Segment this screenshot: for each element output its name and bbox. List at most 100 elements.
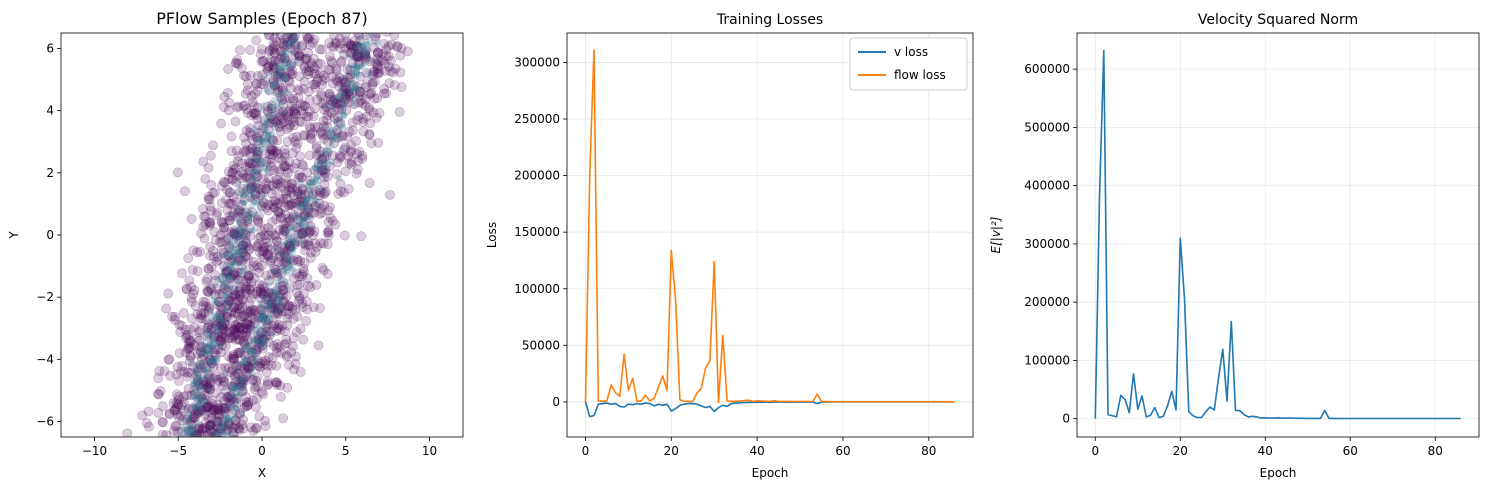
scatter-point-dense	[232, 405, 240, 412]
scatter-point	[219, 91, 230, 102]
scatter-point	[252, 372, 263, 382]
loss-xtick-label: 0	[582, 444, 590, 458]
scatter-point-dense	[197, 385, 205, 392]
scatter-point	[200, 297, 211, 308]
scatter-point-dense	[282, 74, 289, 82]
scatter-point-dense	[277, 295, 285, 302]
scatter-point	[203, 328, 214, 338]
scatter-point	[352, 43, 363, 54]
scatter-point	[279, 248, 290, 258]
scatter-point-dense	[207, 342, 214, 349]
velocity-frame	[1076, 32, 1480, 438]
scatter-point	[229, 329, 240, 340]
scatter-point-dense	[200, 368, 208, 375]
scatter-point-dense	[271, 90, 278, 97]
scatter-point	[282, 124, 293, 134]
scatter-point	[271, 235, 282, 246]
scatter-point	[305, 40, 316, 50]
scatter-point-dense	[274, 292, 281, 299]
scatter-point	[372, 47, 383, 58]
scatter-point	[202, 402, 213, 413]
scatter-point-dense	[259, 141, 266, 148]
scatter-point	[263, 222, 273, 233]
scatter-point	[261, 270, 272, 281]
scatter-point	[340, 81, 351, 92]
scatter-point	[223, 105, 234, 116]
scatter-point	[211, 210, 222, 220]
scatter-point	[183, 253, 194, 264]
scatter-point	[383, 51, 394, 62]
scatter-point	[347, 43, 358, 54]
scatter-point	[222, 424, 233, 435]
scatter-point	[269, 47, 280, 58]
scatter-point-dense	[265, 111, 272, 118]
scatter-point-dense	[190, 431, 197, 437]
scatter-point	[261, 132, 271, 143]
scatter-plot-area	[61, 33, 463, 437]
scatter-point-dense	[255, 168, 263, 175]
scatter-point	[194, 424, 204, 435]
scatter-point-dense	[332, 133, 340, 140]
scatter-point	[276, 177, 287, 188]
scatter-point	[239, 331, 250, 342]
scatter-point	[304, 240, 314, 251]
scatter-point	[251, 78, 262, 89]
scatter-point	[235, 315, 246, 326]
scatter-point	[279, 117, 289, 128]
scatter-point	[275, 111, 286, 122]
scatter-point	[261, 294, 272, 305]
scatter-point	[234, 186, 245, 197]
scatter-point	[385, 66, 396, 77]
scatter-point	[253, 335, 264, 346]
scatter-point	[317, 154, 328, 165]
scatter-point	[244, 127, 255, 138]
scatter-point	[344, 86, 354, 97]
scatter-point	[177, 268, 187, 279]
scatter-point	[286, 58, 297, 69]
scatter-point	[230, 415, 241, 426]
scatter-point-dense	[225, 251, 232, 258]
scatter-point	[247, 134, 258, 145]
scatter-point	[220, 332, 230, 343]
scatter-point-dense	[282, 278, 290, 285]
scatter-point	[177, 361, 188, 371]
scatter-point	[178, 391, 189, 402]
scatter-point	[207, 246, 218, 256]
scatter-point	[275, 81, 285, 92]
scatter-point	[253, 238, 264, 249]
scatter-point	[318, 189, 329, 200]
scatter-point	[273, 206, 284, 217]
scatter-point	[141, 418, 152, 429]
scatter-point	[276, 347, 287, 358]
scatter-point	[195, 405, 206, 416]
scatter-point-dense	[302, 200, 309, 208]
scatter-point	[326, 41, 337, 52]
scatter-point-dense	[284, 269, 292, 277]
scatter-point-dense	[215, 341, 222, 348]
scatter-point-dense	[256, 337, 263, 344]
scatter-point-dense	[240, 191, 247, 198]
scatter-point-dense	[202, 350, 210, 358]
scatter-point	[291, 158, 302, 169]
scatter-point	[176, 410, 186, 421]
scatter-point	[384, 78, 395, 89]
scatter-point	[273, 323, 284, 334]
scatter-point	[197, 313, 207, 324]
loss-ytick-label: 300000	[514, 55, 560, 69]
scatter-point	[234, 291, 245, 302]
scatter-point-dense	[304, 183, 312, 190]
scatter-point	[183, 338, 194, 349]
scatter-point	[354, 90, 365, 101]
scatter-point	[315, 303, 325, 314]
scatter-point	[290, 33, 301, 41]
scatter-point	[236, 200, 247, 210]
scatter-point	[245, 307, 256, 317]
scatter-point	[296, 192, 307, 203]
scatter-point-dense	[193, 430, 200, 437]
scatter-point	[292, 236, 303, 247]
scatter-point	[297, 228, 308, 239]
scatter-point	[278, 193, 289, 204]
scatter-point	[196, 382, 207, 393]
scatter-point	[269, 202, 280, 213]
scatter-point	[256, 184, 267, 194]
